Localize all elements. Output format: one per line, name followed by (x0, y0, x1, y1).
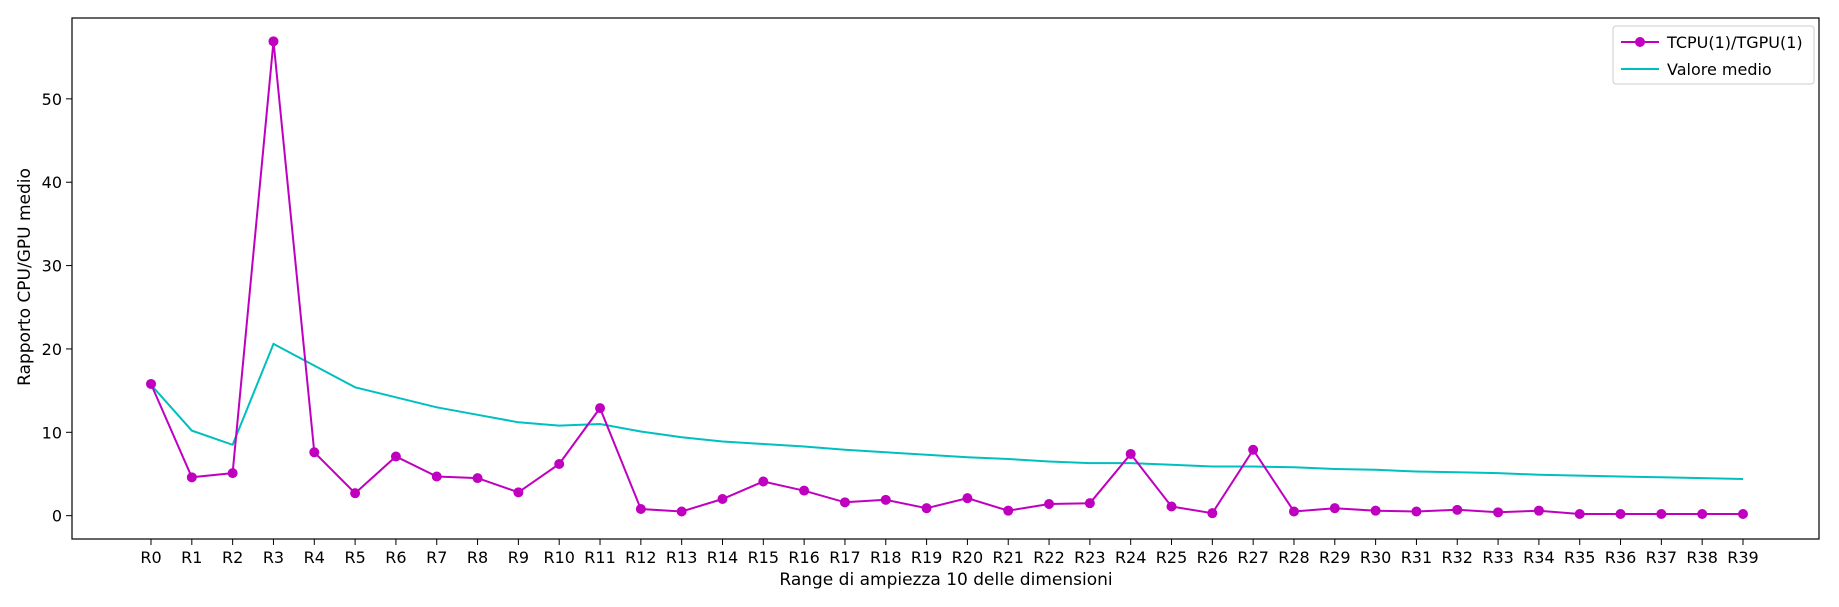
data-point (1003, 505, 1014, 516)
data-point (839, 497, 850, 508)
x-tick-label: R39 (1727, 548, 1758, 567)
x-tick-label: R28 (1278, 548, 1309, 567)
series-group (146, 36, 1748, 519)
y-tick-label: 40 (42, 173, 62, 192)
x-tick-label: R9 (508, 548, 529, 567)
data-point (799, 485, 810, 496)
x-tick-label: R37 (1646, 548, 1677, 567)
x-tick-label: R6 (385, 548, 406, 567)
data-point (1656, 508, 1667, 519)
x-tick-label: R12 (625, 548, 656, 567)
x-tick-label: R27 (1237, 548, 1268, 567)
data-point (758, 476, 769, 487)
data-point (962, 493, 973, 504)
data-point (1411, 506, 1422, 517)
x-tick-label: R26 (1197, 548, 1228, 567)
x-tick-label: R29 (1319, 548, 1350, 567)
x-tick-label: R8 (467, 548, 488, 567)
axes: 0 10 20 30 40 50 R0 R1 R2 R3 R4 R5 R6 R7 R8 R9 R10 R11 R12… (42, 17, 1820, 567)
data-point (717, 493, 728, 504)
data-point (635, 503, 646, 514)
legend-label: Valore medio (1667, 60, 1772, 79)
data-point (309, 447, 320, 458)
x-tick-label: R3 (263, 548, 284, 567)
y-tick-label: 10 (42, 423, 62, 442)
data-point (350, 488, 361, 499)
x-tick-label: R16 (788, 548, 819, 567)
x-tick-label: R31 (1401, 548, 1432, 567)
x-tick-label: R36 (1605, 548, 1636, 567)
series-line-1 (150, 342, 1744, 480)
x-tick-label: R34 (1523, 548, 1554, 567)
y-tick-label: 0 (52, 507, 62, 526)
x-tick-label: R25 (1156, 548, 1187, 567)
data-point (1697, 508, 1708, 519)
y-axis-label: Rapporto CPU/GPU medio (15, 168, 35, 386)
x-tick-label: R38 (1686, 548, 1717, 567)
legend-marker-0 (1635, 37, 1645, 47)
x-tick-label: R17 (829, 548, 860, 567)
x-tick-label: R33 (1482, 548, 1513, 567)
x-tick-label: R20 (952, 548, 983, 567)
data-point (921, 503, 932, 514)
data-point (1329, 503, 1340, 514)
x-tick-label: R2 (222, 548, 243, 567)
data-point (1248, 444, 1259, 455)
x-tick-label: R7 (426, 548, 447, 567)
data-point (431, 471, 442, 482)
x-tick-label: R22 (1033, 548, 1064, 567)
data-point (676, 506, 687, 517)
x-tick-label: R23 (1074, 548, 1105, 567)
y-tick-label: 30 (42, 257, 62, 276)
data-point (472, 473, 483, 484)
x-tick-label: R5 (344, 548, 365, 567)
series-line-0 (150, 41, 1743, 515)
data-point (227, 468, 238, 479)
data-point (1125, 448, 1136, 459)
x-tick-label: R24 (1115, 548, 1146, 567)
data-point (1493, 507, 1504, 518)
x-tick-label: R30 (1360, 548, 1391, 567)
x-tick-label: R13 (666, 548, 697, 567)
x-tick-label: R11 (584, 548, 615, 567)
data-point (1533, 505, 1544, 516)
data-point (1452, 504, 1463, 515)
x-axis-label: Range di ampiezza 10 delle dimensioni (779, 570, 1112, 590)
x-tick-label: R4 (304, 548, 325, 567)
data-point (390, 451, 401, 462)
data-point (513, 487, 524, 498)
data-point (554, 458, 565, 469)
legend-label: TCPU(1)/TGPU(1) (1666, 33, 1803, 52)
data-point (1166, 501, 1177, 512)
data-point (146, 378, 156, 389)
x-tick-label: R19 (911, 548, 942, 567)
x-tick-label: R35 (1564, 548, 1595, 567)
x-tick-label: R1 (181, 548, 202, 567)
data-point (186, 472, 197, 483)
data-point (1044, 498, 1055, 509)
y-tick-label: 20 (42, 340, 62, 359)
legend-box (1612, 25, 1815, 85)
x-tick-label: R15 (748, 548, 779, 567)
data-point (595, 403, 606, 414)
data-point (1084, 498, 1095, 509)
y-tick-label: 50 (42, 90, 62, 109)
x-tick-label: R14 (707, 548, 738, 567)
x-tick-label: R21 (992, 548, 1023, 567)
data-point (1574, 508, 1585, 519)
data-point (1615, 508, 1626, 519)
legend: TCPU(1)/TGPU(1) Valore medio (1612, 25, 1815, 85)
data-point (1370, 505, 1381, 516)
data-point (1207, 508, 1218, 519)
x-tick-label: R32 (1442, 548, 1473, 567)
data-point (1288, 506, 1299, 517)
x-tick-label: R10 (543, 548, 574, 567)
plot-frame (71, 17, 1820, 540)
x-tick-label: R0 (140, 548, 161, 567)
data-point (268, 36, 279, 47)
data-point (1738, 508, 1748, 519)
data-point (880, 494, 891, 505)
x-tick-label: R18 (870, 548, 901, 567)
